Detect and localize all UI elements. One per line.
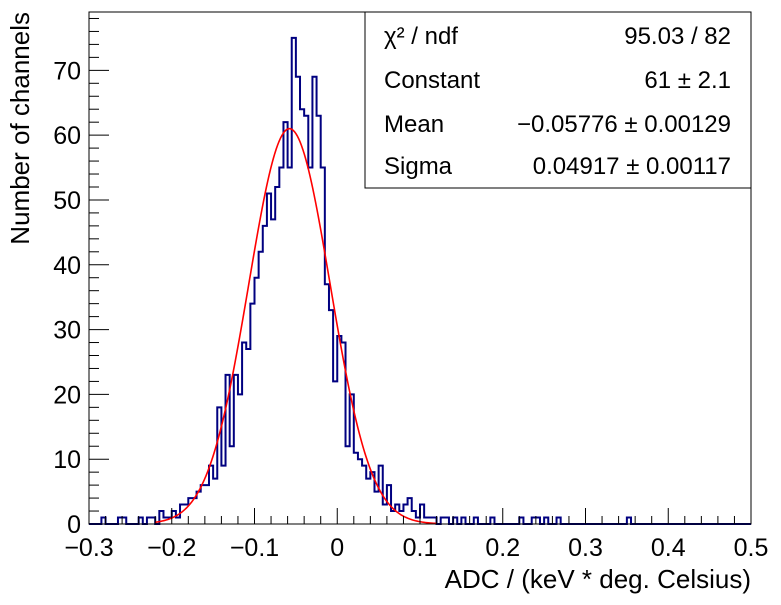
stats-row-value: 0.04917 ± 0.00117 <box>533 153 731 180</box>
x-tick-label: 0.4 <box>651 534 686 562</box>
y-tick-label: 60 <box>53 122 81 150</box>
stats-row-value: −0.05776 ± 0.00129 <box>517 111 731 138</box>
x-tick-label: 0.5 <box>734 534 769 562</box>
y-tick-label: 30 <box>53 317 81 345</box>
stats-row-value: 61 ± 2.1 <box>644 67 731 94</box>
y-tick-label: 0 <box>67 511 81 539</box>
x-tick-label: 0.3 <box>568 534 603 562</box>
stats-row-label: Constant <box>384 67 480 94</box>
x-tick-label: −0.2 <box>147 534 196 562</box>
stats-row-label: Mean <box>384 111 444 138</box>
x-tick-labels: −0.3 −0.2 −0.1 0 0.1 0.2 0.3 0.4 0.5 <box>64 534 768 562</box>
y-tick-label: 70 <box>53 57 81 85</box>
x-tick-label: 0.2 <box>485 534 520 562</box>
x-tick-label: −0.1 <box>230 534 279 562</box>
x-tick-label: 0 <box>330 534 344 562</box>
x-tick-label: −0.3 <box>64 534 113 562</box>
y-tick-label: 40 <box>53 252 81 280</box>
stats-rows: χ² / ndf 95.03 / 82 Constant 61 ± 2.1 Mean −0… <box>384 23 731 180</box>
y-tick-label: 20 <box>53 381 81 409</box>
x-tick-label: 0.1 <box>403 534 438 562</box>
stats-row-value: 95.03 / 82 <box>624 23 731 50</box>
stats-row-label: Sigma <box>384 153 453 180</box>
y-tick-label: 10 <box>53 446 81 474</box>
stats-row-label: χ² / ndf <box>384 23 458 50</box>
stats-box-frame <box>364 11 752 189</box>
fit-stats-box: χ² / ndf 95.03 / 82 Constant 61 ± 2.1 Mean −0… <box>364 11 752 189</box>
y-tick-label: 50 <box>53 187 81 215</box>
gaussian-fit-curve <box>155 127 437 525</box>
y-tick-labels: 0 10 20 30 40 50 60 70 <box>53 57 81 539</box>
x-axis-title: ADC / (keV * deg. Celsius) <box>445 564 751 594</box>
y-axis-title: Number of channels <box>5 12 35 245</box>
